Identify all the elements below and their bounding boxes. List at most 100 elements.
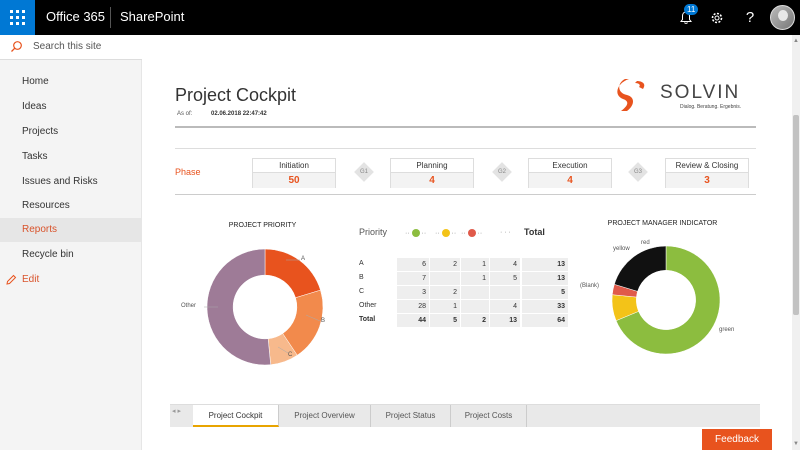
nav-item-tasks[interactable]: Tasks [22,151,48,162]
slice-label-red: red [641,240,650,246]
app-name[interactable]: SharePoint [120,9,185,24]
tab-project-overview[interactable]: Project Overview [279,405,371,427]
chart-title-priority: PROJECT PRIORITY [228,222,297,229]
table-cell[interactable]: 4 [490,300,520,313]
table-cell[interactable]: 6 [397,258,429,271]
logo-wordmark: SOLVIN [660,82,741,103]
table-row-label: Total [359,316,376,323]
table-cell[interactable]: 1 [461,272,489,285]
green-dot-icon [411,229,420,237]
slice-label-blank: (Blank) [580,283,600,289]
avatar[interactable] [770,5,795,30]
suite-bar: Office 365 SharePoint 11 ? [0,0,800,35]
table-cell[interactable]: 2 [430,258,460,271]
donut-slice--blank-[interactable] [614,245,667,292]
app-launcher-button[interactable] [0,0,35,35]
nav-item-resources[interactable]: Resources [22,200,70,211]
scroll-thumb[interactable] [793,115,799,315]
table-cell[interactable] [490,286,520,299]
slice-label-yellow: yellow [613,246,630,252]
phase-execution[interactable]: Execution 4 [528,158,612,188]
scroll-down-icon[interactable]: ▼ [793,441,799,447]
nav-item-projects[interactable]: Projects [22,126,59,137]
phase-name: Planning [391,159,473,173]
gear-icon [711,12,723,23]
tab-project-cockpit[interactable]: Project Cockpit [193,405,279,427]
table-cell[interactable]: 4 [490,258,520,271]
divider [175,126,756,128]
total-header: Total [524,227,545,237]
phase-name: Execution [529,159,611,173]
table-row-total[interactable]: 13 [522,258,568,271]
yellow-dot-icon [441,229,450,237]
table-row-label: C [359,288,365,295]
edit-links-button[interactable]: Edit [0,268,142,292]
divider [175,148,756,149]
report-canvas [142,35,792,450]
table-cell[interactable]: 7 [397,272,429,285]
table-cell[interactable]: 5 [430,314,460,327]
table-cell[interactable]: 1 [461,258,489,271]
scrollbar[interactable]: ▲ ▼ [792,35,800,450]
phase-planning[interactable]: Planning 4 [390,158,474,188]
table-cell[interactable]: 44 [397,314,429,327]
legend-red: ·· ·· [461,229,483,237]
table-row-total[interactable]: 13 [522,272,568,285]
asof-value: 02.06.2018 22:47:42 [211,111,267,117]
table-cell[interactable]: 13 [490,314,520,327]
project-priority-donut[interactable] [205,247,325,367]
page-title: Project Cockpit [175,85,297,105]
settings-button[interactable] [701,0,733,35]
nav-item-home[interactable]: Home [22,76,49,87]
table-cell[interactable]: 2 [461,314,489,327]
phase-count: 3 [666,173,748,188]
phase-review-closing[interactable]: Review & Closing 3 [665,158,749,188]
legend-none: · · · [500,229,511,236]
slice-label-c: C [288,352,293,358]
office-brand[interactable]: Office 365 [46,9,106,24]
table-cell[interactable]: 2 [430,286,460,299]
phase-initiation[interactable]: Initiation 50 [252,158,336,188]
search-icon [11,41,22,52]
nav-item-issues-risks[interactable]: Issues and Risks [22,176,98,187]
pm-indicator-donut[interactable] [610,244,722,356]
tab-scroll-arrows[interactable]: ◂ ▸ [172,408,181,415]
donut-slice-other[interactable] [206,248,271,366]
table-cell[interactable]: 5 [490,272,520,285]
legend-yellow: ·· ·· [435,229,457,237]
table-cell[interactable] [461,286,489,299]
feedback-button[interactable]: Feedback [702,429,772,450]
gate-label: G1 [359,169,368,175]
table-row-total[interactable]: 64 [522,314,568,327]
solvin-logo-icon [617,79,645,111]
tab-project-costs[interactable]: Project Costs [451,405,527,427]
gate-label: G2 [497,169,506,175]
nav-item-recycle-bin[interactable]: Recycle bin [22,249,74,260]
table-cell[interactable]: 28 [397,300,429,313]
red-dot-icon [467,229,476,237]
table-row-label: B [359,274,364,281]
slice-label-b: B [321,318,326,324]
phase-name: Initiation [253,159,335,173]
scroll-up-icon[interactable]: ▲ [793,38,799,44]
divider [110,7,111,28]
nav-item-ideas[interactable]: Ideas [22,101,47,112]
phase-count: 4 [391,173,473,188]
table-cell[interactable] [461,300,489,313]
table-row-label: Other [359,302,377,309]
donut-slice-green[interactable] [615,245,721,355]
table-row-total[interactable]: 5 [522,286,568,299]
table-cell[interactable]: 3 [397,286,429,299]
help-button[interactable]: ? [745,9,755,26]
table-cell[interactable]: 1 [430,300,460,313]
divider [175,194,756,195]
logo-tagline: Dialog. Beratung. Ergebnis. [680,104,742,110]
search-input[interactable]: Search this site [33,41,102,52]
legend-green: ·· ·· [405,229,427,237]
tab-project-status[interactable]: Project Status [371,405,451,427]
table-row-total[interactable]: 33 [522,300,568,313]
table-cell[interactable] [430,272,460,285]
slice-label-other: Other [181,303,197,309]
nav-item-reports[interactable]: Reports [0,218,142,242]
search-box[interactable]: Search this site [0,35,142,60]
